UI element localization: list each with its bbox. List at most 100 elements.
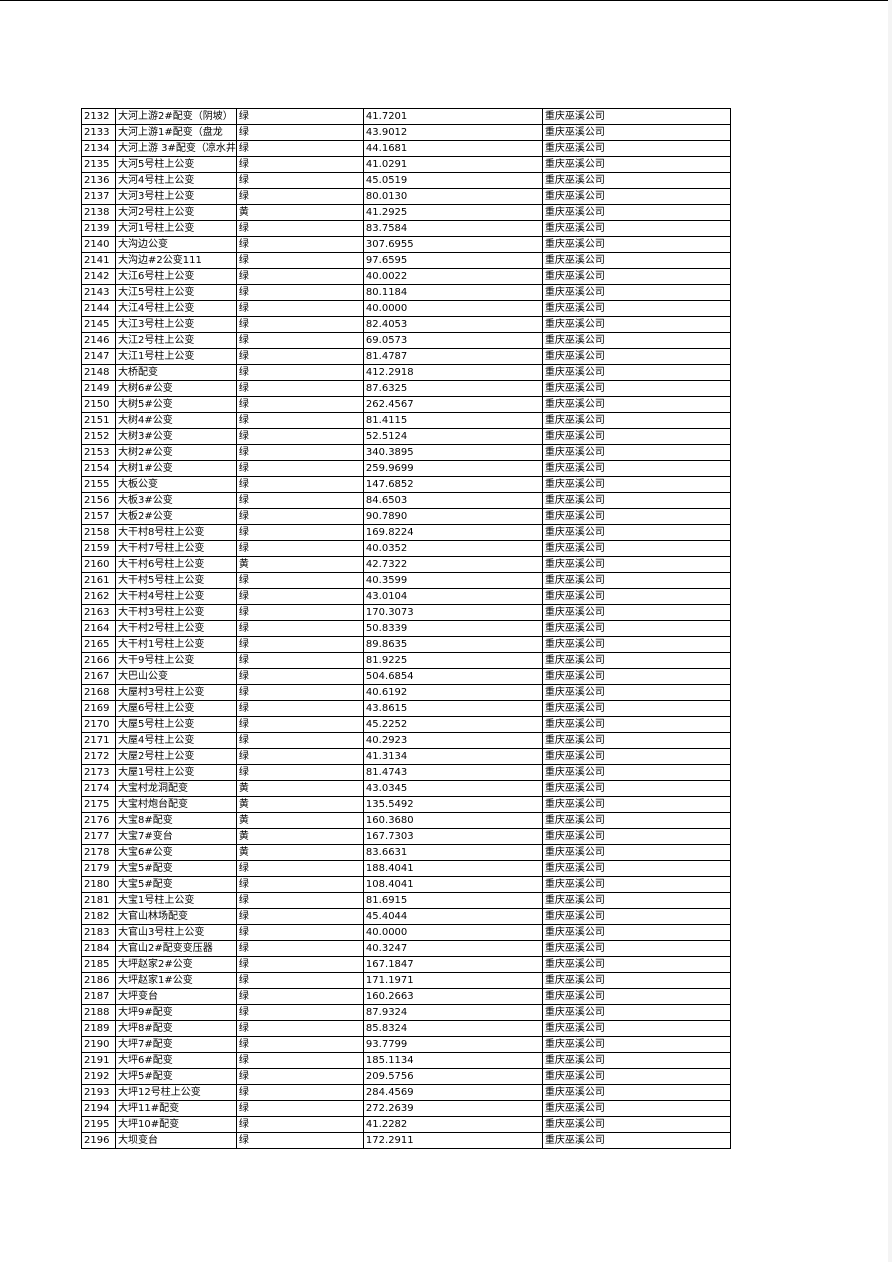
status-color-cell: 绿 — [235, 732, 364, 749]
value-cell: 284.4569 — [362, 1084, 543, 1101]
transformer-name-cell: 大干村7号柱上公变 — [115, 540, 237, 557]
table-row: 2142 大江6号柱上公变绿 40.0022 重庆巫溪公司 — [81, 268, 731, 285]
table-row: 2188 大坪9#配变绿 87.9324 重庆巫溪公司 — [81, 1004, 731, 1021]
table-row: 2185 大坪赵家2#公变绿 167.1847 重庆巫溪公司 — [81, 956, 731, 973]
table-row: 2136 大河4号柱上公变绿 45.0519 重庆巫溪公司 — [81, 172, 731, 189]
value-cell: 41.2282 — [362, 1116, 543, 1133]
company-cell: 重庆巫溪公司 — [541, 764, 731, 781]
transformer-name-cell: 大宝村龙洞配变 — [115, 780, 237, 797]
row-number-cell: 2182 — [81, 908, 116, 925]
status-color-cell: 绿 — [235, 652, 364, 669]
status-color-cell: 绿 — [235, 1004, 364, 1021]
table-row: 2151 大树4#公变绿 81.4115 重庆巫溪公司 — [81, 412, 731, 429]
value-cell: 81.4743 — [362, 764, 543, 781]
transformer-name-cell: 大宝5#配变 — [115, 876, 237, 893]
company-cell: 重庆巫溪公司 — [541, 1036, 731, 1053]
company-cell: 重庆巫溪公司 — [541, 860, 731, 877]
row-number-cell: 2143 — [81, 284, 116, 301]
row-number-cell: 2152 — [81, 428, 116, 445]
status-color-cell: 绿 — [235, 428, 364, 445]
company-cell: 重庆巫溪公司 — [541, 796, 731, 813]
transformer-name-cell: 大树5#公变 — [115, 396, 237, 413]
value-cell: 45.2252 — [362, 716, 543, 733]
row-number-cell: 2133 — [81, 124, 116, 141]
table-row: 2169 大屋6号柱上公变绿 43.8615 重庆巫溪公司 — [81, 700, 731, 717]
company-cell: 重庆巫溪公司 — [541, 556, 731, 573]
transformer-name-cell: 大宝1号柱上公变 — [115, 892, 237, 909]
transformer-name-cell: 大河1号柱上公变 — [115, 220, 237, 237]
company-cell: 重庆巫溪公司 — [541, 988, 731, 1005]
value-cell: 41.0291 — [362, 156, 543, 173]
row-number-cell: 2146 — [81, 332, 116, 349]
value-cell: 45.0519 — [362, 172, 543, 189]
table-row: 2173 大屋1号柱上公变绿 81.4743 重庆巫溪公司 — [81, 764, 731, 781]
transformer-name-cell: 大干9号柱上公变 — [115, 652, 237, 669]
table-row: 2153 大树2#公变绿 340.3895 重庆巫溪公司 — [81, 444, 731, 461]
status-color-cell: 黄 — [235, 780, 364, 797]
transformer-name-cell: 大树1#公变 — [115, 460, 237, 477]
row-number-cell: 2184 — [81, 940, 116, 957]
table-row: 2181 大宝1号柱上公变绿 81.6915 重庆巫溪公司 — [81, 892, 731, 909]
table-row: 2148 大桥配变绿 412.2918 重庆巫溪公司 — [81, 364, 731, 381]
transformer-name-cell: 大干村6号柱上公变 — [115, 556, 237, 573]
table-row: 2187 大坪变台绿 160.2663 重庆巫溪公司 — [81, 988, 731, 1005]
company-cell: 重庆巫溪公司 — [541, 588, 731, 605]
value-cell: 44.1681 — [362, 140, 543, 157]
row-number-cell: 2164 — [81, 620, 116, 637]
row-number-cell: 2193 — [81, 1084, 116, 1101]
row-number-cell: 2158 — [81, 524, 116, 541]
row-number-cell: 2196 — [81, 1132, 116, 1149]
company-cell: 重庆巫溪公司 — [541, 188, 731, 205]
table-row: 2183 大官山3号柱上公变绿 40.0000 重庆巫溪公司 — [81, 924, 731, 941]
transformer-name-cell: 大树3#公变 — [115, 428, 237, 445]
row-number-cell: 2132 — [81, 108, 116, 125]
table-row: 2132 大河上游2#配变（阴坡）绿 41.7201 重庆巫溪公司 — [81, 108, 731, 125]
table-row: 2180 大宝5#配变绿 108.4041 重庆巫溪公司 — [81, 876, 731, 893]
company-cell: 重庆巫溪公司 — [541, 700, 731, 717]
transformer-name-cell: 大江2号柱上公变 — [115, 332, 237, 349]
value-cell: 40.2923 — [362, 732, 543, 749]
status-color-cell: 绿 — [235, 364, 364, 381]
company-cell: 重庆巫溪公司 — [541, 1132, 731, 1149]
value-cell: 43.0345 — [362, 780, 543, 797]
value-cell: 87.9324 — [362, 1004, 543, 1021]
status-color-cell: 绿 — [235, 860, 364, 877]
company-cell: 重庆巫溪公司 — [541, 684, 731, 701]
table-row: 2172 大屋2号柱上公变绿 41.3134 重庆巫溪公司 — [81, 748, 731, 765]
transformer-name-cell: 大宝5#配变 — [115, 860, 237, 877]
row-number-cell: 2178 — [81, 844, 116, 861]
value-cell: 307.6955 — [362, 236, 543, 253]
value-cell: 40.0352 — [362, 540, 543, 557]
transformer-name-cell: 大屋村3号柱上公变 — [115, 684, 237, 701]
company-cell: 重庆巫溪公司 — [541, 732, 731, 749]
value-cell: 160.3680 — [362, 812, 543, 829]
status-color-cell: 绿 — [235, 460, 364, 477]
status-color-cell: 绿 — [235, 908, 364, 925]
company-cell: 重庆巫溪公司 — [541, 476, 731, 493]
row-number-cell: 2183 — [81, 924, 116, 941]
company-cell: 重庆巫溪公司 — [541, 940, 731, 957]
value-cell: 160.2663 — [362, 988, 543, 1005]
company-cell: 重庆巫溪公司 — [541, 380, 731, 397]
value-cell: 40.3247 — [362, 940, 543, 957]
value-cell: 108.4041 — [362, 876, 543, 893]
value-cell: 340.3895 — [362, 444, 543, 461]
row-number-cell: 2139 — [81, 220, 116, 237]
row-number-cell: 2185 — [81, 956, 116, 973]
company-cell: 重庆巫溪公司 — [541, 300, 731, 317]
row-number-cell: 2147 — [81, 348, 116, 365]
row-number-cell: 2145 — [81, 316, 116, 333]
status-color-cell: 绿 — [235, 444, 364, 461]
company-cell: 重庆巫溪公司 — [541, 460, 731, 477]
value-cell: 84.6503 — [362, 492, 543, 509]
status-color-cell: 绿 — [235, 220, 364, 237]
status-color-cell: 绿 — [235, 700, 364, 717]
row-number-cell: 2171 — [81, 732, 116, 749]
table-row: 2168 大屋村3号柱上公变绿 40.6192 重庆巫溪公司 — [81, 684, 731, 701]
transformer-name-cell: 大河上游2#配变（阴坡） — [115, 108, 237, 125]
status-color-cell: 黄 — [235, 812, 364, 829]
table-row: 2165 大干村1号柱上公变绿 89.8635 重庆巫溪公司 — [81, 636, 731, 653]
transformer-name-cell: 大坝变台 — [115, 1132, 237, 1149]
table-row: 2176 大宝8#配变黄 160.3680 重庆巫溪公司 — [81, 812, 731, 829]
company-cell: 重庆巫溪公司 — [541, 748, 731, 765]
